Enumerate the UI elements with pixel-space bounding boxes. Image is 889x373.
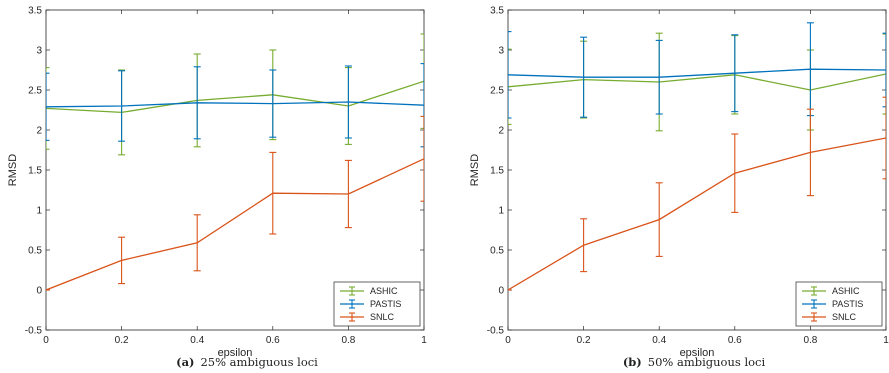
y-tick-label: 0 [36, 286, 42, 297]
x-tick-label: 0 [43, 335, 49, 346]
y-tick-label: 0.5 [28, 246, 42, 257]
caption-a-tag: (a) [176, 355, 194, 369]
series-line-pastis [46, 101, 424, 108]
caption-b-text: 50% ambiguous loci [648, 355, 766, 369]
x-tick-label: 0.4 [652, 335, 666, 346]
y-tick-label: 1.5 [28, 166, 42, 177]
x-tick-label: 1 [421, 335, 427, 346]
y-tick-label: 1.5 [490, 166, 504, 177]
y-tick-label: 2 [36, 126, 42, 137]
legend-label-ashic: ASHIC [832, 286, 860, 296]
legend-label-snlc: SNLC [832, 312, 857, 322]
y-tick-label: 1 [36, 206, 42, 217]
y-axis-label: RMSD [469, 154, 481, 186]
x-axis-label: epsilon [218, 347, 253, 359]
x-tick-label: 0.2 [577, 335, 591, 346]
x-tick-label: 1 [883, 335, 889, 346]
plot-series-group [508, 22, 886, 291]
y-tick-label: 3 [36, 46, 42, 57]
x-axis-label: epsilon [680, 347, 715, 359]
y-tick-label: 2.5 [490, 86, 504, 97]
x-tick-label: 0.8 [803, 335, 817, 346]
y-tick-label: 3.5 [28, 6, 42, 17]
y-tick-label: -0.5 [487, 326, 505, 337]
legend-label-ashic: ASHIC [370, 286, 398, 296]
x-tick-label: 0.8 [341, 335, 355, 346]
y-tick-label: 2 [498, 126, 504, 137]
chart-panel-a: -0.500.511.522.533.50 0.2 0.4 0.6 0.8 1epsilo… [7, 6, 427, 360]
plot-area [45, 9, 425, 331]
plot-area [507, 9, 887, 331]
series-line-snlc [46, 158, 424, 291]
y-tick-label: 0 [498, 286, 504, 297]
legend-label-pastis: PASTIS [370, 299, 401, 309]
y-tick-label: -0.5 [25, 326, 43, 337]
y-tick-label: 3.5 [490, 6, 504, 17]
x-tick-label: 0.6 [728, 335, 742, 346]
chart-panel-b: -0.500.511.522.533.50 0.2 0.4 0.6 0.8 1epsilo… [469, 6, 889, 360]
x-tick-label: 0.6 [266, 335, 280, 346]
y-tick-label: 2.5 [28, 86, 42, 97]
x-tick-label: 0 [505, 335, 511, 346]
x-tick-label: 0.2 [115, 335, 129, 346]
caption-b-tag: (b) [623, 355, 642, 369]
caption-a-text: 25% ambiguous loci [200, 355, 318, 369]
series-line-ashic [46, 80, 424, 114]
y-axis-label: RMSD [7, 154, 19, 186]
caption-b: (b) 50% ambiguous loci [623, 355, 766, 369]
legend-label-pastis: PASTIS [832, 299, 863, 309]
x-tick-label: 0.4 [190, 335, 204, 346]
series-line-ashic [508, 73, 886, 91]
series-line-pastis [508, 68, 886, 78]
legend-label-snlc: SNLC [370, 312, 395, 322]
y-tick-label: 1 [498, 206, 504, 217]
plot-series-group [46, 33, 424, 291]
y-tick-label: 3 [498, 46, 504, 57]
series-line-snlc [508, 137, 886, 291]
legend-box [795, 281, 883, 327]
caption-a: (a) 25% ambiguous loci [176, 355, 318, 369]
y-tick-label: 0.5 [490, 246, 504, 257]
